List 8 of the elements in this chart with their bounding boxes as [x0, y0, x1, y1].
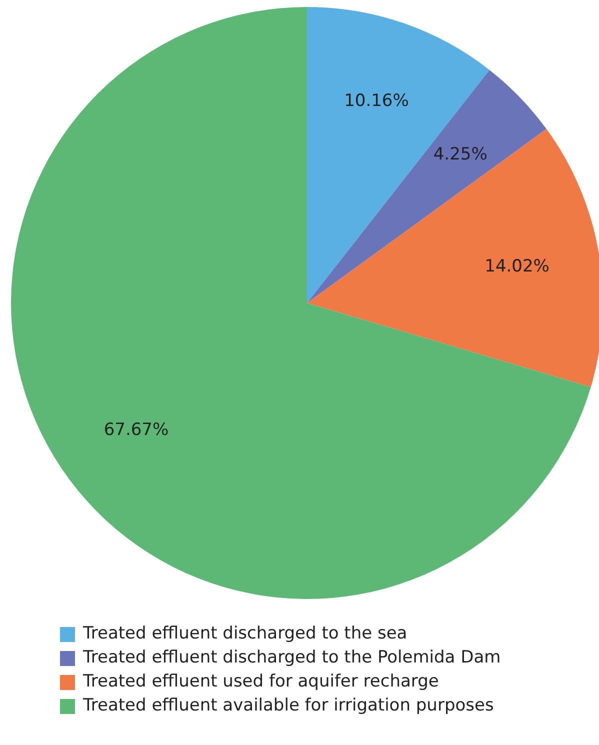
legend-label: Treated effluent discharged to the sea — [82, 624, 408, 644]
legend-label: Treated effluent discharged to the Polemida Dam — [82, 648, 501, 668]
legend-label: Treated effluent used for aquifer recharge — [82, 672, 439, 692]
data-label: 4.25% — [433, 144, 488, 165]
data-label: 14.02% — [484, 256, 550, 277]
data-label: 10.16% — [344, 91, 409, 112]
legend-label: Treated effluent available for irrigation purposes — [82, 696, 494, 716]
data-label: 67.67% — [104, 420, 169, 440]
